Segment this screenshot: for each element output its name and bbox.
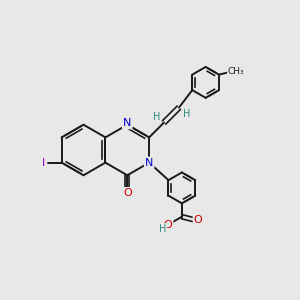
- Text: N: N: [123, 118, 131, 128]
- Text: O: O: [123, 188, 132, 198]
- Text: O: O: [194, 215, 203, 225]
- Text: O: O: [164, 220, 172, 230]
- Text: CH₃: CH₃: [228, 67, 244, 76]
- Text: H: H: [153, 112, 160, 122]
- Text: H: H: [159, 224, 166, 234]
- Text: N: N: [145, 158, 153, 168]
- Text: I: I: [42, 158, 45, 168]
- Text: H: H: [183, 109, 190, 118]
